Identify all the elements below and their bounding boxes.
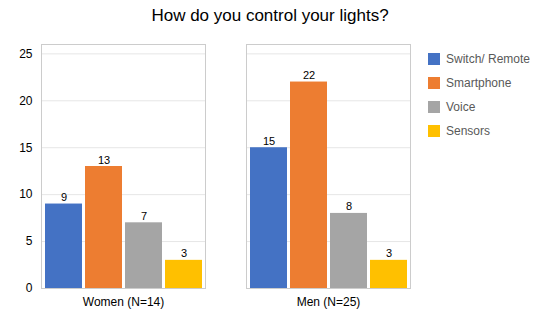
html-text:Sensors: Sensors	[446, 124, 490, 138]
svg-text:0: 0	[26, 281, 33, 295]
svg-text:15: 15	[263, 135, 275, 147]
svg-text:25: 25	[19, 47, 33, 61]
svg-text:3: 3	[386, 247, 392, 259]
svg-text:7: 7	[141, 210, 147, 222]
html-text:Smartphone: Smartphone	[446, 76, 512, 90]
svg-text:13: 13	[98, 154, 110, 166]
svg-text:3: 3	[181, 247, 187, 259]
svg-text:9: 9	[61, 191, 67, 203]
html-text:Voice: Voice	[446, 100, 476, 114]
html-text:How do you control your lights: How do you control your lights?	[151, 6, 389, 25]
html-text:Switch/ Remote: Switch/ Remote	[446, 52, 530, 66]
svg-text:5: 5	[26, 234, 33, 248]
svg-text:10: 10	[19, 187, 33, 201]
svg-text:Men (N=25): Men (N=25)	[297, 295, 361, 309]
svg-text:8: 8	[346, 200, 352, 212]
svg-text:20: 20	[19, 94, 33, 108]
svg-text:Women (N=14): Women (N=14)	[83, 295, 164, 309]
svg-text:15: 15	[19, 141, 33, 155]
svg-text:22: 22	[303, 69, 315, 81]
